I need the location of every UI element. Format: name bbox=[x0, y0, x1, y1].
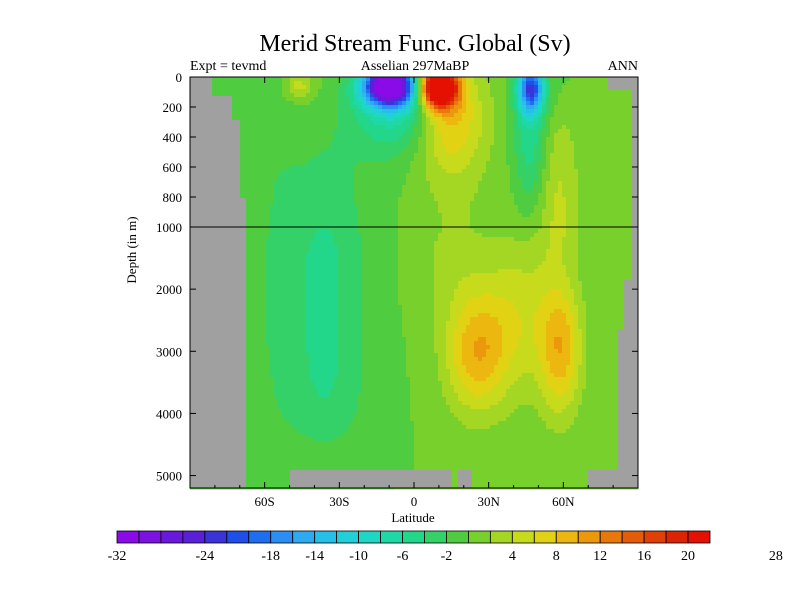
colorbar-swatch bbox=[270, 530, 294, 544]
plot-area bbox=[190, 77, 639, 490]
colorbar-swatch bbox=[489, 530, 513, 544]
colorbar-label: -2 bbox=[441, 549, 453, 564]
colorbar-label: -24 bbox=[196, 549, 215, 564]
experiment-label: Expt = tevmd bbox=[190, 59, 266, 74]
colorbar-swatch bbox=[687, 530, 711, 544]
season-label: ANN bbox=[608, 59, 638, 74]
colorbar-swatch bbox=[402, 530, 425, 544]
colorbar-label: -18 bbox=[261, 549, 280, 564]
x-tick-label: 30N bbox=[477, 494, 500, 509]
colorbar-swatch bbox=[358, 530, 381, 544]
y-tick-label: 4000 bbox=[156, 406, 182, 421]
colorbar-swatch bbox=[533, 530, 557, 544]
y-tick-label: 1000 bbox=[156, 220, 182, 235]
colorbar-swatch bbox=[292, 530, 316, 544]
colorbar-label: -10 bbox=[349, 549, 368, 564]
colorbar-swatch bbox=[665, 530, 689, 544]
colorbar-label: 28 bbox=[769, 549, 783, 564]
colorbar-swatch bbox=[248, 530, 272, 544]
colorbar-swatch bbox=[643, 530, 667, 544]
colorbar-swatch bbox=[555, 530, 579, 544]
y-tick-label: 600 bbox=[163, 160, 183, 175]
y-tick-label: 200 bbox=[163, 100, 183, 115]
y-tick-label: 2000 bbox=[156, 282, 182, 297]
colorbar-swatch bbox=[424, 530, 447, 544]
chart-title: Merid Stream Func. Global (Sv) bbox=[259, 31, 570, 57]
colorbar: -32 -24 -18 -14 -10 -6 -2 4 8 12 16 20 28 bbox=[108, 530, 783, 564]
colorbar-swatch bbox=[182, 530, 206, 544]
colorbar-label: -6 bbox=[397, 549, 409, 564]
y-axis-label: Depth (in m) bbox=[124, 216, 139, 283]
colorbar-swatch bbox=[599, 530, 623, 544]
colorbar-swatch bbox=[336, 530, 359, 544]
colorbar-label: 20 bbox=[681, 549, 695, 564]
x-tick-label: 60N bbox=[552, 494, 575, 509]
colorbar-swatch bbox=[116, 530, 140, 544]
y-tick-label: 0 bbox=[176, 70, 183, 85]
colorbar-swatch bbox=[204, 530, 228, 544]
colorbar-swatch bbox=[577, 530, 601, 544]
colorbar-swatch bbox=[511, 530, 535, 544]
colorbar-swatch bbox=[226, 530, 250, 544]
colorbar-label: 8 bbox=[553, 549, 560, 564]
colorbar-swatch bbox=[138, 530, 162, 544]
y-tick-label: 5000 bbox=[156, 469, 182, 484]
colorbar-label: -32 bbox=[108, 549, 127, 564]
colorbar-swatch bbox=[621, 530, 645, 544]
colorbar-swatch bbox=[380, 530, 403, 544]
y-tick-label: 800 bbox=[163, 190, 183, 205]
period-label: Asselian 297MaBP bbox=[361, 59, 470, 74]
x-tick-label: 0 bbox=[411, 494, 418, 509]
colorbar-swatch bbox=[160, 530, 184, 544]
colorbar-label: 12 bbox=[593, 549, 607, 564]
colorbar-swatch bbox=[468, 530, 491, 544]
colorbar-label: -14 bbox=[305, 549, 324, 564]
x-tick-label: 60S bbox=[255, 494, 275, 509]
y-tick-label: 3000 bbox=[156, 344, 182, 359]
x-axis-label: Latitude bbox=[391, 510, 435, 525]
colorbar-swatch bbox=[314, 530, 338, 544]
axes: 0 200 400 600 800 1000 2000 3000 4000 5000 60S 30S 0… bbox=[156, 70, 639, 509]
colorbar-label: 4 bbox=[509, 549, 516, 564]
colorbar-label: 16 bbox=[637, 549, 651, 564]
x-tick-label: 30S bbox=[329, 494, 349, 509]
colorbar-swatch bbox=[446, 530, 469, 544]
y-tick-label: 400 bbox=[163, 130, 183, 145]
